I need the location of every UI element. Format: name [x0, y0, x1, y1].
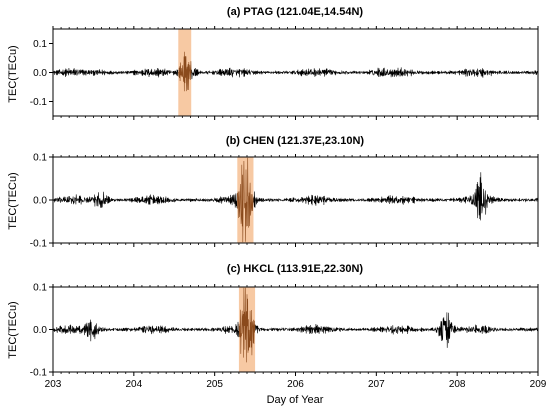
panel-a-ytick-label: 0.1 [33, 39, 47, 50]
panel-b-ytick-label: -0.1 [30, 239, 48, 250]
panel-c-ytick-label: 0.0 [33, 325, 47, 336]
panel-c-signal-line [52, 312, 539, 348]
panel-c-xtick-label: 205 [206, 379, 223, 390]
panel-c-xtick-label: 203 [45, 379, 62, 390]
panel-b-title: (b) CHEN (121.37E,23.10N) [226, 135, 364, 147]
panel-a-ytick-label: -0.1 [30, 97, 48, 108]
panel-c-xtick-label: 206 [287, 379, 304, 390]
panel-b-ylabel: TEC(TECu) [7, 172, 19, 229]
panel-b-axes: -0.1 0.0 0.1 [30, 153, 539, 250]
panel-c-signal-highlighted [238, 287, 256, 363]
x-axis-label: Day of Year [267, 394, 324, 406]
panel-c-xtick-label: 204 [125, 379, 142, 390]
panel-b-signal-highlighted [237, 157, 254, 243]
panel-c-xtick-label: 208 [449, 379, 466, 390]
panel-c-xtick-label: 207 [368, 379, 385, 390]
panel-c-ylabel: TEC(TECu) [7, 301, 19, 358]
panel-c-ytick-label: -0.1 [30, 368, 48, 379]
panel-a: (a) PTAG (121.04E,14.54N) -0.1 0.0 0.1 TEC… [7, 6, 539, 120]
panel-b-signal-line [52, 172, 539, 221]
panel-c-ytick-label: 0.1 [33, 283, 47, 294]
panel-b-ytick-label: 0.1 [33, 153, 47, 164]
panel-b: (b) CHEN (121.37E,23.10N) -0.1 0.0 0.1 TEC… [7, 135, 539, 250]
panel-c-axes: -0.1 0.0 0.1 203 204 205 206 207 208 209 [30, 283, 547, 391]
panel-a-ylabel: TEC(TECu) [7, 45, 19, 102]
panel-c-signal [52, 287, 539, 363]
panel-a-signal [52, 51, 539, 92]
panel-a-ytick-label: 0.0 [33, 68, 47, 79]
panel-c: (c) HKCL (113.91E,22.30N) -0.1 0.0 0.1 203 2… [7, 263, 547, 406]
panel-c-title: (c) HKCL (113.91E,22.30N) [227, 263, 363, 275]
panel-a-signal-highlighted [178, 51, 192, 92]
panel-a-signal-line [52, 67, 539, 80]
panel-a-title: (a) PTAG (121.04E,14.54N) [227, 6, 363, 18]
panel-b-ytick-label: 0.0 [33, 196, 47, 207]
panel-a-axes: -0.1 0.0 0.1 [30, 26, 539, 120]
panel-c-xtick-label: 209 [530, 379, 547, 390]
panel-b-signal [52, 157, 539, 243]
